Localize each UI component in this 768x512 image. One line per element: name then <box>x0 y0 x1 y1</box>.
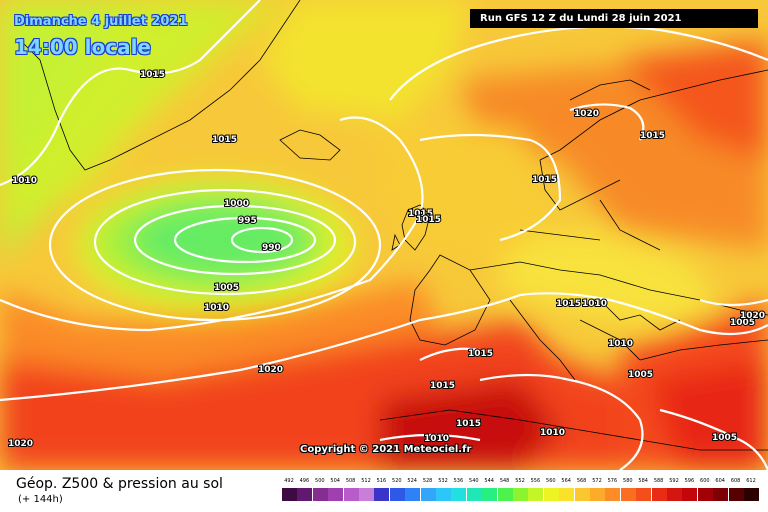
isobar-label: 1005 <box>214 283 239 293</box>
scale-tick-label: 572 <box>592 478 602 484</box>
scale-tick-label: 492 <box>284 478 294 484</box>
scale-swatch <box>728 488 744 501</box>
isobar-label: 1010 <box>12 176 37 186</box>
scale-tick-label: 600 <box>700 478 710 484</box>
scale-tick-label: 524 <box>407 478 417 484</box>
scale-tick-label: 604 <box>715 478 725 484</box>
forecast-lead: (+ 144h) <box>18 494 63 505</box>
scale-tick-label: 504 <box>330 478 340 484</box>
isobar-label: 1005 <box>712 433 737 443</box>
scale-swatch <box>282 488 297 501</box>
scale-tick-label: 540 <box>469 478 479 484</box>
scale-tick-label: 612 <box>746 478 756 484</box>
scale-swatch <box>312 488 328 501</box>
scale-swatch <box>513 488 528 501</box>
isobar-label: 1015 <box>468 349 493 359</box>
isobar-label: 1015 <box>430 381 455 391</box>
scale-tick-label: 544 <box>484 478 494 484</box>
scale-swatch <box>436 488 451 501</box>
scale-tick-label: 596 <box>684 478 695 484</box>
isobar-label: 1015 <box>640 131 665 141</box>
scale-tick-label: 564 <box>561 478 571 484</box>
scale-swatch <box>713 488 729 501</box>
scale-swatch <box>405 488 421 501</box>
scale-tick-label: 576 <box>607 478 618 484</box>
isobar-label: 1010 <box>608 339 633 349</box>
scale-swatch <box>359 488 374 501</box>
scale-tick-label: 560 <box>546 478 556 484</box>
scale-swatch <box>744 488 759 501</box>
model-run-banner: Run GFS 12 Z du Lundi 28 juin 2021 <box>470 9 758 28</box>
isobar-label: 990 <box>262 243 281 253</box>
isobar-label: 1015 <box>456 419 481 429</box>
scale-tick-label: 516 <box>376 478 387 484</box>
isobar-label: 1000 <box>224 199 249 209</box>
scale-tick-label: 580 <box>623 478 633 484</box>
scale-tick-label: 548 <box>499 478 510 484</box>
isobar-label: 1015 <box>212 135 237 145</box>
isobar-label: 1020 <box>8 439 33 449</box>
scale-swatch <box>559 488 575 501</box>
isobar-label: 1010 <box>204 303 229 313</box>
scale-tick-label: 588 <box>653 478 664 484</box>
scale-swatch <box>451 488 467 501</box>
scale-tick-label: 608 <box>730 478 741 484</box>
scale-tick-label: 532 <box>438 478 448 484</box>
copyright-notice: Copyright © 2021 Meteociel.fr <box>300 444 472 455</box>
scale-tick-label: 520 <box>392 478 402 484</box>
isobar-label: 1015 <box>408 209 433 219</box>
scale-swatch <box>343 488 359 501</box>
scale-tick-label: 496 <box>299 478 310 484</box>
scale-swatch <box>605 488 621 501</box>
scale-tick-label: 568 <box>576 478 587 484</box>
scale-swatch <box>574 488 590 501</box>
scale-swatch <box>328 488 344 501</box>
scale-tick-label: 556 <box>530 478 541 484</box>
scale-swatch <box>697 488 713 501</box>
scale-swatch <box>497 488 513 501</box>
isobar-label: 1015 <box>140 70 165 80</box>
isobar-label: 1005 <box>628 370 653 380</box>
isobar-label: 1020 <box>574 109 599 119</box>
scale-swatch <box>590 488 605 501</box>
isobar-label: 1010 <box>582 299 607 309</box>
forecast-time: 14:00 locale <box>14 35 151 59</box>
isobar-label: 1015 <box>532 175 557 185</box>
isobar-label: 1020 <box>740 311 765 321</box>
isobar-label: 1010 <box>540 428 565 438</box>
scale-swatch <box>466 488 482 501</box>
scale-swatch <box>620 488 636 501</box>
scale-swatch <box>374 488 390 501</box>
isobar-label: 1005 <box>730 318 755 328</box>
scale-swatch <box>667 488 682 501</box>
scale-swatch <box>420 488 436 501</box>
scale-swatch <box>389 488 405 501</box>
isobar-label: 1020 <box>258 365 283 375</box>
map-title: Géop. Z500 & pression au sol <box>16 476 223 492</box>
isobar-label: 1015 <box>416 215 441 225</box>
scale-tick-label: 512 <box>361 478 371 484</box>
scale-swatch <box>482 488 498 501</box>
scale-swatch <box>651 488 667 501</box>
forecast-map: 1015101510101000995990100510101020102010… <box>0 0 768 470</box>
scale-tick-label: 592 <box>669 478 679 484</box>
scale-tick-label: 500 <box>315 478 325 484</box>
scale-swatch <box>682 488 698 501</box>
isobar-label: 1010 <box>424 434 449 444</box>
scale-swatch <box>543 488 559 501</box>
scale-tick-label: 552 <box>515 478 525 484</box>
scale-tick-label: 528 <box>422 478 433 484</box>
scale-swatch <box>528 488 544 501</box>
forecast-date: Dimanche 4 juillet 2021 <box>14 14 188 29</box>
scale-tick-label: 508 <box>345 478 356 484</box>
scale-swatch <box>636 488 652 501</box>
scale-swatch <box>297 488 313 501</box>
scale-tick-label: 584 <box>638 478 648 484</box>
isobar-label: 1015 <box>556 299 581 309</box>
scale-tick-label: 536 <box>453 478 464 484</box>
isobar-label: 995 <box>238 216 257 226</box>
